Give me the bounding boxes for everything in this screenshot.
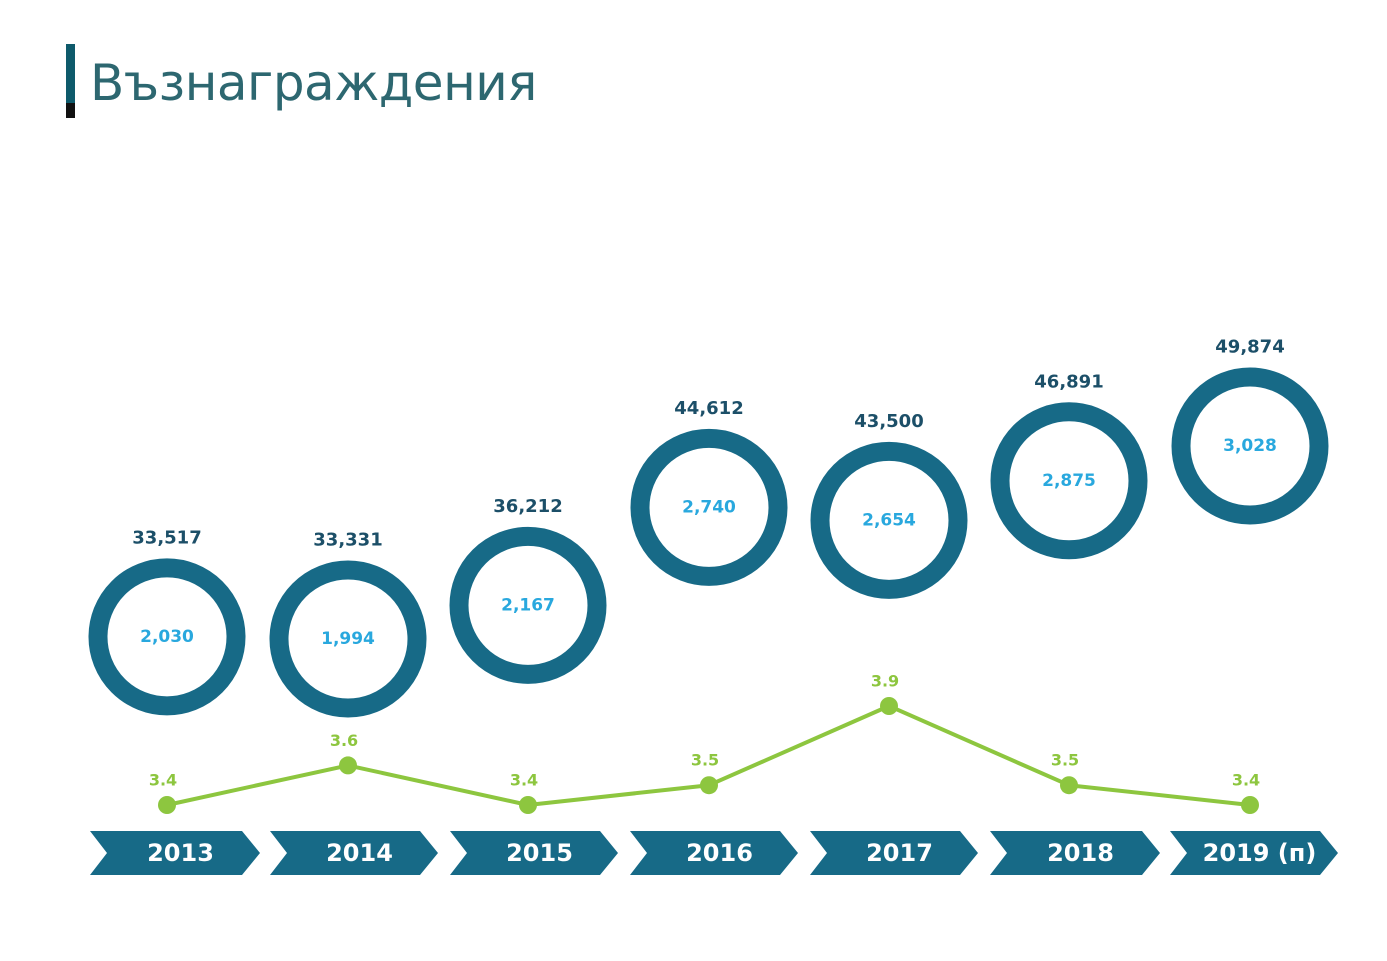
growth-label: 3.5 — [691, 751, 719, 770]
year-chevron — [1170, 831, 1338, 875]
inner-value-label: 2,740 — [682, 497, 736, 517]
year-chevron — [90, 831, 260, 875]
growth-label: 3.4 — [510, 771, 538, 790]
growth-point — [519, 796, 537, 814]
wage-ring — [810, 441, 968, 599]
inner-value-label: 2,167 — [501, 595, 555, 615]
year-chevron — [810, 831, 978, 875]
wage-label: 44,612 — [674, 398, 743, 419]
year-label: 2014 — [326, 839, 393, 867]
wage-ring — [269, 560, 427, 718]
year-chevron — [450, 831, 618, 875]
wage-ring — [88, 558, 246, 716]
wage-label: 43,500 — [854, 411, 923, 432]
wage-ring — [449, 526, 607, 684]
page-title: Възнаграждения — [90, 54, 537, 112]
wage-ring — [1171, 367, 1329, 525]
inner-value-label: 2,654 — [862, 510, 916, 530]
year-label: 2017 — [866, 839, 933, 867]
wage-label: 49,874 — [1215, 337, 1284, 358]
growth-point — [158, 796, 176, 814]
wage-ring — [630, 428, 788, 586]
year-label: 2019 (п) — [1203, 839, 1317, 867]
year-label: 2016 — [686, 839, 753, 867]
title-accent-bar — [66, 44, 75, 118]
inner-value-label: 2,875 — [1042, 471, 1096, 491]
growth-point — [339, 756, 357, 775]
wage-label: 36,212 — [493, 496, 562, 517]
year-label: 2013 — [147, 839, 214, 867]
growth-point — [1060, 776, 1078, 795]
wage-label: 33,517 — [132, 527, 201, 548]
growth-label: 3.4 — [1232, 771, 1260, 790]
wage-label: 33,331 — [313, 530, 382, 551]
year-label: 2018 — [1047, 839, 1114, 867]
year-chevron — [630, 831, 798, 875]
growth-label: 3.6 — [330, 731, 358, 750]
growth-label: 3.5 — [1051, 751, 1079, 770]
inner-value-label: 3,028 — [1223, 436, 1277, 456]
inner-value-label: 2,030 — [140, 627, 194, 647]
wage-ring — [990, 402, 1148, 560]
year-label: 2015 — [506, 839, 573, 867]
growth-label: 3.4 — [149, 771, 177, 790]
wage-label: 46,891 — [1034, 371, 1103, 392]
year-chevron — [990, 831, 1160, 875]
growth-label: 3.9 — [871, 672, 899, 691]
growth-point — [1241, 796, 1259, 814]
year-chevron — [270, 831, 438, 875]
growth-point — [700, 776, 718, 795]
inner-value-label: 1,994 — [321, 629, 375, 649]
growth-point — [880, 697, 898, 715]
